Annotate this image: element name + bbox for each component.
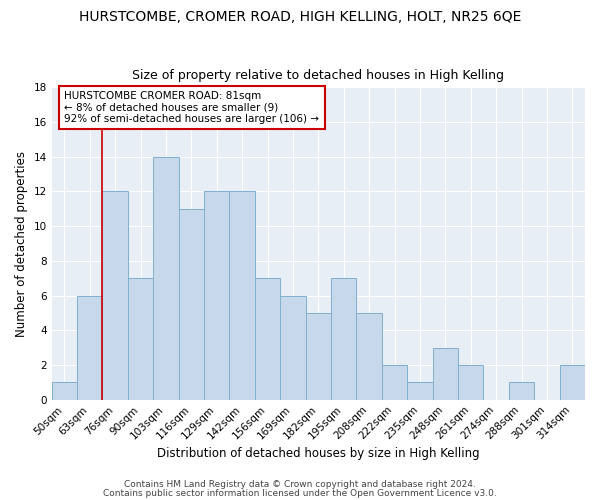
Bar <box>52 382 77 400</box>
Bar <box>305 313 331 400</box>
Title: Size of property relative to detached houses in High Kelling: Size of property relative to detached ho… <box>133 69 505 82</box>
X-axis label: Distribution of detached houses by size in High Kelling: Distribution of detached houses by size … <box>157 447 479 460</box>
Bar <box>407 382 433 400</box>
Text: Contains public sector information licensed under the Open Government Licence v3: Contains public sector information licen… <box>103 488 497 498</box>
Text: HURSTCOMBE, CROMER ROAD, HIGH KELLING, HOLT, NR25 6QE: HURSTCOMBE, CROMER ROAD, HIGH KELLING, H… <box>79 10 521 24</box>
Bar <box>433 348 458 400</box>
Bar <box>356 313 382 400</box>
Bar <box>560 365 585 400</box>
Bar <box>153 157 179 400</box>
Bar <box>128 278 153 400</box>
Bar <box>331 278 356 400</box>
Bar <box>77 296 103 400</box>
Text: HURSTCOMBE CROMER ROAD: 81sqm
← 8% of detached houses are smaller (9)
92% of sem: HURSTCOMBE CROMER ROAD: 81sqm ← 8% of de… <box>64 91 319 124</box>
Text: Contains HM Land Registry data © Crown copyright and database right 2024.: Contains HM Land Registry data © Crown c… <box>124 480 476 489</box>
Bar <box>204 192 229 400</box>
Bar <box>280 296 305 400</box>
Bar <box>509 382 534 400</box>
Bar <box>458 365 484 400</box>
Bar <box>179 209 204 400</box>
Bar <box>382 365 407 400</box>
Bar <box>103 192 128 400</box>
Y-axis label: Number of detached properties: Number of detached properties <box>15 150 28 336</box>
Bar <box>229 192 255 400</box>
Bar <box>255 278 280 400</box>
